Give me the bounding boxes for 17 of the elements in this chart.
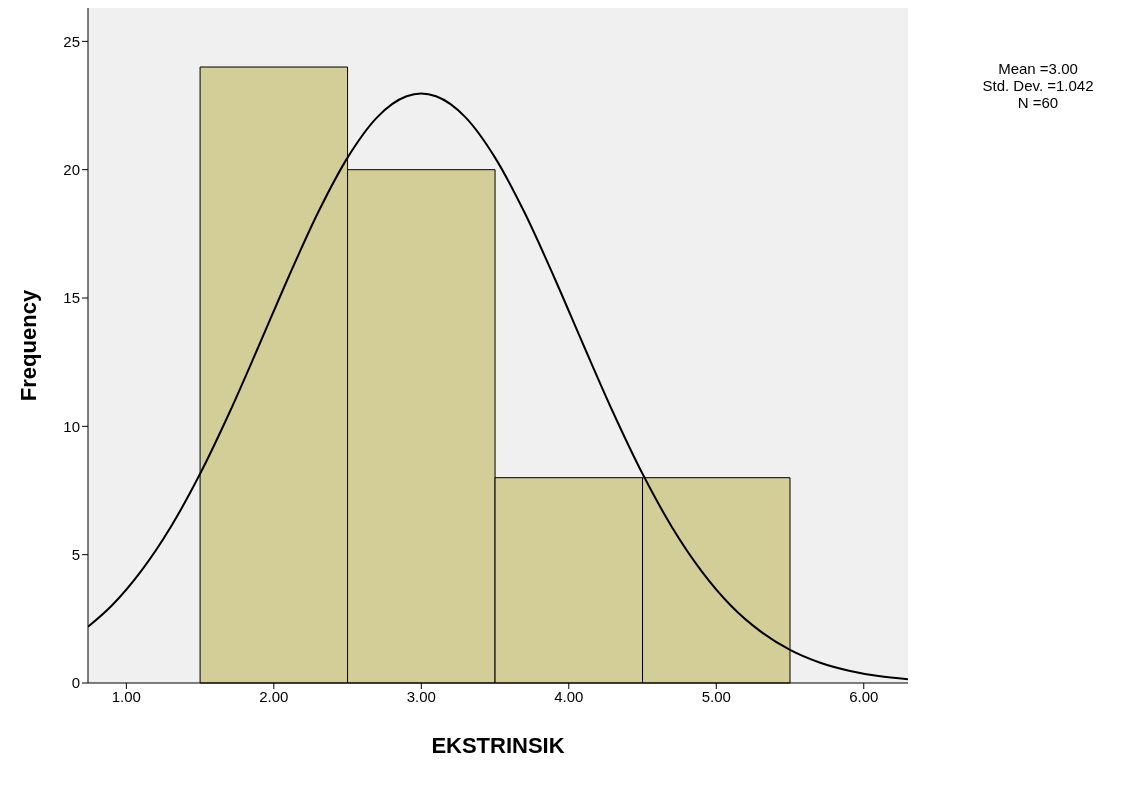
y-tick-label: 20 <box>63 161 80 179</box>
y-tick-label: 10 <box>63 417 80 435</box>
x-tick-label: 1.00 <box>111 687 141 705</box>
x-tick-label: 3.00 <box>406 687 436 705</box>
x-tick-label: 5.00 <box>701 687 731 705</box>
text: Mean =3.00 <box>997 60 1079 77</box>
y-tick-label: 0 <box>71 674 80 692</box>
x-tick-label: 6.00 <box>849 687 879 705</box>
text: Std. Dev. =1.042 <box>981 77 1095 94</box>
text: N =60 <box>1016 94 1060 111</box>
y-tick-label: 5 <box>71 546 80 563</box>
y-tick-label: 25 <box>63 32 80 50</box>
x-axis-title: EKSTRINSIK <box>431 733 565 758</box>
x-tick-label: 2.00 <box>259 687 289 705</box>
x-tick-label: 4.00 <box>554 687 584 705</box>
y-tick-label: 15 <box>63 289 80 307</box>
y-axis-title: Frequency <box>15 289 41 402</box>
